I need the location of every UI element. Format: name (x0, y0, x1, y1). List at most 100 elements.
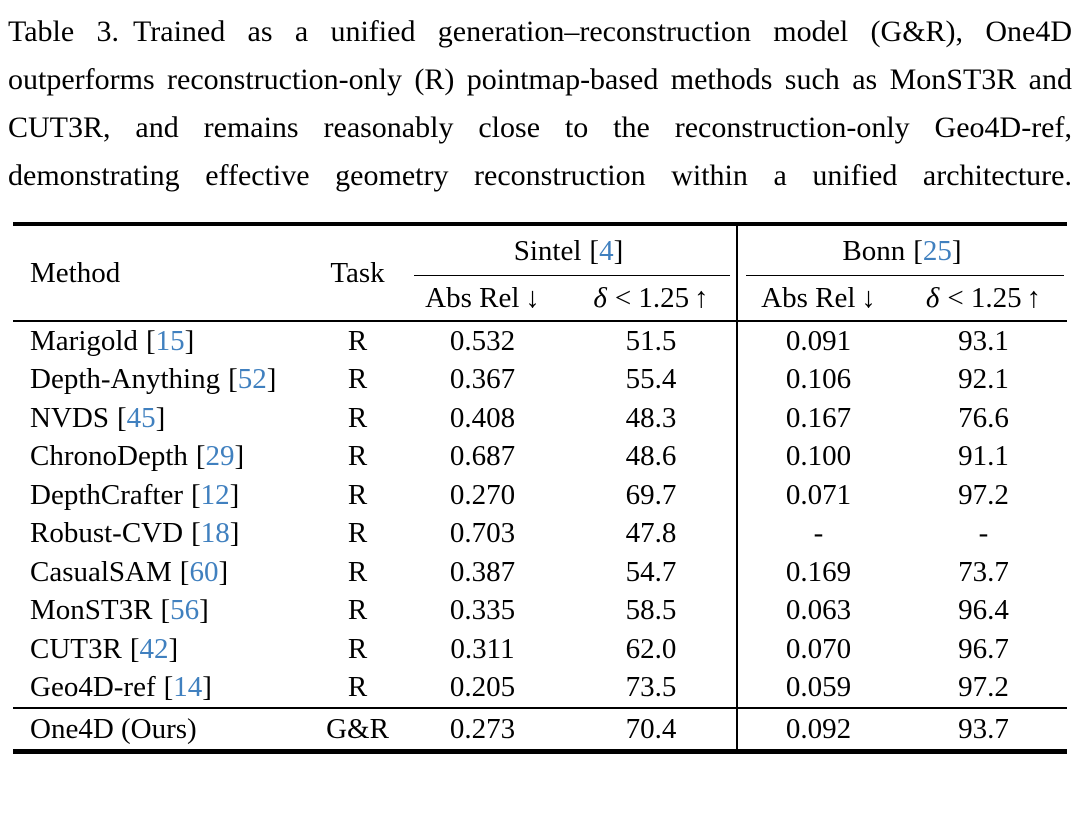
bonn-delta-cell: - (978, 517, 989, 550)
method-cell: DepthCrafter [12] (13, 479, 315, 512)
sintel-delta-cell: 47.8 (625, 517, 677, 550)
citation-bracket-close: ] (613, 234, 624, 267)
sintel-absrel-cell: 0.270 (449, 478, 516, 511)
bonn-delta-cell: 96.7 (958, 632, 1009, 665)
sintel-absrel-cell: 0.687 (449, 440, 516, 473)
citation-bracket-open: [ (116, 401, 127, 434)
table-row: CasualSAM [60] R 0.387 54.7 0.169 73.7 (13, 553, 1067, 592)
citation-link-sintel[interactable]: 4 (599, 234, 614, 267)
citation-bracket-close: ] (168, 632, 179, 665)
method-name: Depth-Anything (30, 363, 221, 396)
citation-bracket-close: ] (155, 401, 166, 434)
task-cell: G&R (326, 712, 389, 745)
delta-symbol: δ (925, 281, 940, 314)
results-table: Method Task Sintel[4] Bonn[25] Abs Rel ↓ … (13, 222, 1067, 754)
bonn-absrel-cell: - (813, 517, 824, 550)
method-cell: Marigold [15] (13, 325, 315, 358)
bonn-delta-cell: 92.1 (958, 363, 1009, 396)
bonn-absrel-cell: 0.100 (785, 440, 852, 473)
bonn-delta-cell: 73.7 (958, 555, 1009, 588)
citation-link[interactable]: 29 (205, 440, 235, 473)
citation-bracket-open: [ (228, 363, 238, 396)
table-row: MonST3R [56] R 0.335 58.5 0.063 96.4 (13, 592, 1067, 631)
bonn-absrel-cell: 0.167 (785, 401, 852, 434)
table-row: CUT3R [42] R 0.311 62.0 0.070 96.7 (13, 630, 1067, 669)
citation-link[interactable]: 15 (155, 324, 185, 357)
citation-bracket-open: [ (163, 671, 174, 704)
citation-bracket-close: ] (218, 555, 229, 588)
sintel-absrel-cell: 0.367 (449, 363, 516, 396)
method-cell: Geo4D-ref [14] (13, 671, 315, 704)
caption-label: Table 3. (8, 15, 120, 48)
table-body: Marigold [15] R 0.532 51.5 0.091 93.1 Dep… (13, 322, 1067, 707)
bonn-absrel-cell: 0.091 (785, 324, 852, 357)
sintel-delta-cell: 48.6 (625, 440, 677, 473)
task-cell: R (347, 517, 368, 550)
method-name: CUT3R (30, 632, 122, 665)
sintel-absrel-cell: 0.408 (449, 401, 516, 434)
header-bonn-delta: δ < 1.25 ↑ (900, 282, 1067, 315)
table-header: Method Task Sintel[4] Bonn[25] Abs Rel ↓ … (13, 226, 1067, 320)
table-row: ChronoDepth [29] R 0.687 48.6 0.100 91.1 (13, 438, 1067, 477)
citation-link[interactable]: 14 (173, 671, 203, 704)
group-divider-rule (736, 226, 738, 749)
citation-bracket-close: ] (202, 671, 212, 704)
citation-bracket-open: [ (179, 555, 190, 588)
header-task: Task (330, 256, 385, 289)
citation-link[interactable]: 60 (189, 555, 219, 588)
citation-bracket-open: [ (195, 440, 206, 473)
sintel-absrel-cell: 0.532 (449, 324, 516, 357)
citation-link[interactable]: 52 (237, 363, 267, 396)
method-cell: ChronoDepth [29] (13, 440, 315, 473)
table-row: Geo4D-ref [14] R 0.205 73.5 0.059 97.2 (13, 669, 1067, 708)
citation-bracket-open: [ (913, 234, 923, 267)
citation-bracket-close: ] (229, 478, 240, 511)
table-row: DepthCrafter [12] R 0.270 69.7 0.071 97.2 (13, 476, 1067, 515)
method-cell: Depth-Anything [52] (13, 363, 315, 396)
method-name: Geo4D-ref (30, 671, 156, 704)
table-row: NVDS [45] R 0.408 48.3 0.167 76.6 (13, 399, 1067, 438)
method-cell: MonST3R [56] (13, 594, 315, 627)
method-cell: NVDS [45] (13, 402, 315, 435)
citation-link-bonn[interactable]: 25 (922, 234, 952, 267)
sintel-absrel-cell: 0.387 (449, 555, 516, 588)
table-row: Depth-Anything [52] R 0.367 55.4 0.106 92… (13, 361, 1067, 400)
method-name: ChronoDepth (30, 440, 188, 473)
bonn-delta-cell: 93.1 (958, 324, 1009, 357)
citation-link[interactable]: 18 (200, 517, 230, 550)
group-name-bonn: Bonn (842, 234, 906, 267)
sintel-absrel-cell: 0.273 (449, 712, 516, 745)
bonn-absrel-cell: 0.106 (785, 363, 852, 396)
citation-link[interactable]: 45 (126, 401, 156, 434)
sintel-absrel-cell: 0.335 (449, 594, 516, 627)
sintel-delta-cell: 58.5 (625, 594, 677, 627)
task-cell: R (347, 401, 368, 434)
citation-bracket-close: ] (199, 594, 209, 627)
method-name: MonST3R (30, 594, 153, 627)
citation-bracket-close: ] (951, 234, 962, 267)
bonn-delta-cell: 91.1 (958, 440, 1009, 473)
task-cell: R (347, 363, 368, 396)
task-cell: R (347, 632, 368, 665)
method-cell: Robust-CVD [18] (13, 517, 315, 550)
citation-link[interactable]: 12 (200, 478, 230, 511)
method-name: Marigold (30, 324, 138, 357)
citation-bracket-close: ] (229, 517, 240, 550)
top-rule (13, 222, 1067, 226)
citation-link[interactable]: 56 (170, 594, 200, 627)
pre-final-midrule (13, 707, 1067, 709)
citation-bracket-open: [ (191, 517, 201, 550)
table-row-ours: One4D (Ours) G&R 0.273 70.4 0.092 93.7 (13, 709, 1067, 749)
metric-label: < 1.25 (947, 281, 1022, 314)
sintel-delta-cell: 62.0 (625, 632, 677, 665)
citation-link[interactable]: 42 (139, 632, 169, 665)
method-cell: One4D (Ours) (30, 712, 197, 745)
citation-bracket-open: [ (589, 234, 600, 267)
citation-bracket-open: [ (160, 594, 171, 627)
table-caption: Table 3. Trained as a unified generation–… (8, 8, 1072, 200)
sintel-absrel-cell: 0.703 (449, 517, 516, 550)
down-arrow-icon: ↓ (525, 281, 540, 314)
table-row: Marigold [15] R 0.532 51.5 0.091 93.1 (13, 322, 1067, 361)
caption-text: Trained as a unified generation–reconstr… (8, 15, 1073, 192)
cmidrule-sintel (414, 274, 730, 276)
